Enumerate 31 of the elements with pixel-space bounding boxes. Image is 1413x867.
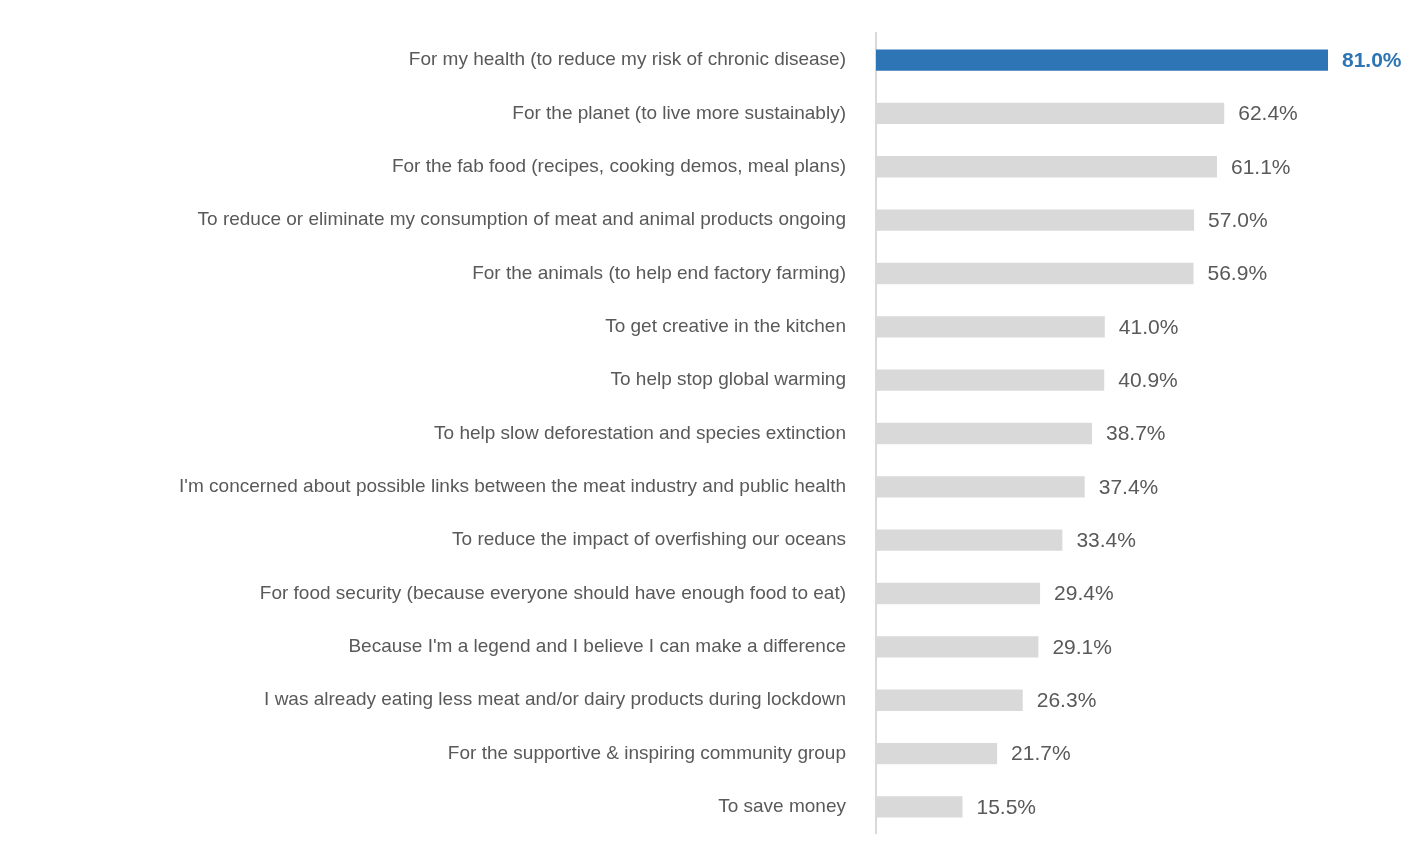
data-label: 38.7% [1105, 421, 1166, 445]
data-label: 62.4% [1238, 101, 1298, 125]
y-tick-label: To get creative in the kitchen [605, 315, 846, 337]
y-tick-label: To help slow deforestation and species extinction [434, 421, 846, 443]
y-tick-label: For food security (because everyone should have enough food to eat) [259, 581, 846, 603]
y-tick-label: For the planet (to live more sustainably) [512, 101, 846, 123]
y-tick-label: To reduce the impact of overfishing our oceans [452, 528, 846, 550]
data-label: 57.0% [1208, 207, 1268, 231]
y-tick-label: For the supportive & inspiring community group [447, 741, 846, 763]
y-tick-label: To save money [718, 795, 847, 817]
y-tick-label: To reduce or eliminate my consumption of meat and animal products ongoing [197, 208, 846, 230]
data-label: 26.3% [1036, 688, 1097, 712]
data-label: 29.4% [1054, 581, 1114, 605]
data-label: 61.1% [1230, 154, 1291, 178]
y-tick-label: For my health (to reduce my risk of chronic disease) [408, 48, 846, 70]
data-label: 40.9% [1118, 367, 1178, 391]
y-tick-label: I was already eating less meat and/or dairy products during lockdown [264, 688, 846, 710]
y-tick-label: Because I'm a legend and I believe I can make a difference [348, 635, 846, 657]
data-label: 56.9% [1207, 261, 1268, 285]
data-label: 33.4% [1076, 527, 1136, 551]
y-tick-label: For the animals (to help end factory farming) [472, 261, 846, 283]
data-label: 21.7% [1011, 741, 1071, 765]
y-tick-label: I'm concerned about possible links between the meat industry and public health [179, 475, 846, 497]
data-label: 15.5% [976, 794, 1037, 818]
data-label: 37.4% [1098, 474, 1159, 498]
y-tick-label: For the fab food (recipes, cooking demos, meal plans) [391, 155, 846, 176]
data-label: 41.0% [1118, 314, 1179, 338]
y-tick-label: To help stop global warming [610, 368, 846, 390]
data-label: 29.1% [1052, 634, 1112, 658]
bar [876, 49, 1328, 71]
data-label: 81.0% [1342, 47, 1402, 71]
